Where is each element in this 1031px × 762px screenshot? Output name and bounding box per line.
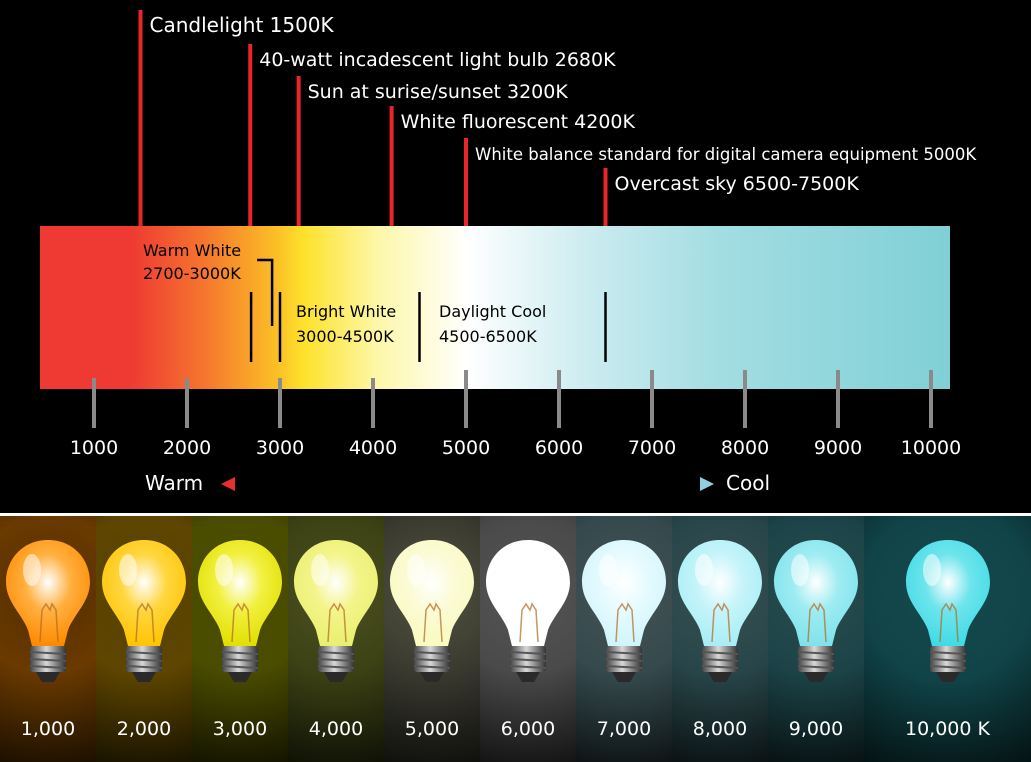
annotation-label: White fluorescent 4200K [401, 111, 636, 133]
light-bulb-icon [582, 540, 666, 682]
bulb-label: 3,000 [212, 718, 268, 740]
range-bracket [257, 258, 274, 326]
light-bulb-icon [102, 540, 186, 682]
bulb-panel: 2,000 [96, 516, 192, 762]
range-value: 3000-4500K [296, 327, 394, 346]
bulb-panel: 6,000 [480, 516, 576, 762]
bulb-label: 5,000 [404, 718, 460, 740]
spectrum-bar [40, 226, 950, 389]
light-bulb-icon [198, 540, 282, 682]
warm-label: Warm [145, 471, 203, 495]
cool-arrowhead-icon [700, 477, 714, 491]
annotation-label: Candlelight 1500K [150, 13, 335, 37]
bulb-panel: 10,000 K [864, 516, 1031, 762]
bulb-panel: 9,000 [768, 516, 864, 762]
bulb-panel: 5,000 [384, 516, 480, 762]
bulb-panel: 1,000 [0, 516, 96, 762]
cool-label: Cool [726, 471, 770, 495]
bulb-panel: 3,000 [192, 516, 288, 762]
scale-diagram: Candlelight 1500K 40-watt incadescent lig… [40, 10, 977, 495]
tick-label: 7000 [628, 437, 676, 459]
light-bulb-icon [294, 540, 378, 682]
tick-label: 5000 [442, 437, 490, 459]
annotation-label: White balance standard for digital camer… [475, 145, 977, 164]
bulb-label: 8,000 [692, 718, 748, 740]
bulb-label: 9,000 [788, 718, 844, 740]
range-name: Daylight Cool [439, 302, 546, 321]
light-bulb-icon [678, 540, 762, 682]
bulb-strip: 1,000 2,000 [0, 516, 1031, 762]
tick-label: 4000 [349, 437, 397, 459]
range-name: Warm White [143, 241, 241, 260]
tick-label: 1000 [70, 437, 118, 459]
tick-label: 10000 [901, 437, 961, 459]
color-temperature-scale: Candlelight 1500K 40-watt incadescent lig… [40, 10, 978, 495]
range-name: Bright White [296, 302, 396, 321]
warm-arrowhead-icon [221, 477, 235, 491]
bulb-label: 6,000 [500, 718, 556, 740]
annotation-label: Overcast sky 6500-7500K [615, 173, 860, 195]
tick-label: 6000 [535, 437, 583, 459]
bulb-panel: 7,000 [576, 516, 672, 762]
bulb-label: 1,000 [20, 718, 76, 740]
bulb-label: 4,000 [308, 718, 364, 740]
bulb-label: 10,000 K [905, 718, 990, 740]
bulb-label: 7,000 [596, 718, 652, 740]
light-bulb-icon [390, 540, 474, 682]
light-bulb-icon [486, 540, 570, 682]
range-value: 4500-6500K [439, 327, 537, 346]
light-bulb-icon [905, 540, 990, 682]
tick-label: 3000 [256, 437, 304, 459]
annotation-label: 40-watt incadescent light bulb 2680K [259, 49, 616, 71]
tick-label: 8000 [721, 437, 769, 459]
bulb-panel: 4,000 [288, 516, 384, 762]
tick-label: 2000 [163, 437, 211, 459]
section-divider [0, 513, 1031, 516]
light-bulb-icon [774, 540, 858, 682]
light-bulb-icon [6, 540, 90, 682]
tick-label: 9000 [814, 437, 862, 459]
annotation-label: Sun at surise/sunset 3200K [308, 81, 569, 103]
range-value: 2700-3000K [143, 264, 241, 283]
bulb-label: 2,000 [116, 718, 172, 740]
bulb-panel: 8,000 [672, 516, 768, 762]
